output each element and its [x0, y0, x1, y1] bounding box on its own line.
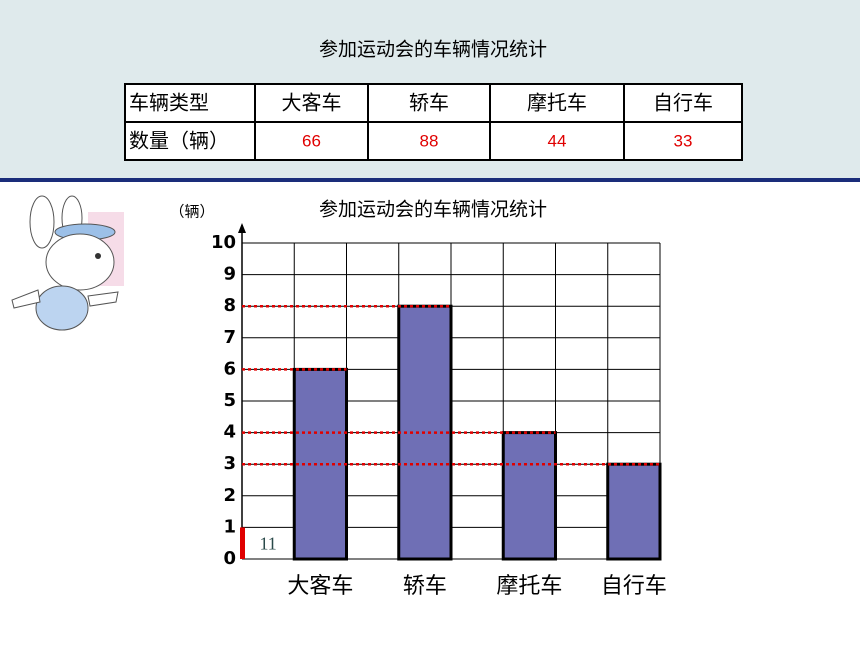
rabbit	[11, 195, 124, 331]
bar	[501, 431, 557, 561]
table-cell: 车辆类型	[129, 91, 209, 115]
y-axis-label: （辆）	[169, 203, 214, 221]
x-tick-label: 大客车	[287, 574, 353, 599]
y-tick-label: 10	[211, 232, 236, 253]
x-tick-label: 轿车	[403, 574, 447, 599]
table-cell: 大客车	[282, 91, 342, 115]
y-tick-label: 2	[223, 485, 236, 506]
y-axis-arrow	[238, 223, 246, 233]
table-cell: 数量（辆）	[129, 129, 229, 153]
chart-title: 参加运动会的车辆情况统计	[319, 199, 547, 221]
y-tick-label: 6	[223, 358, 236, 379]
table-cell: 轿车	[409, 91, 449, 115]
divider	[0, 178, 860, 182]
y-tick-label: 7	[223, 327, 236, 348]
table-title: 参加运动会的车辆情况统计	[319, 39, 547, 61]
x-tick-label: 自行车	[601, 574, 667, 599]
chart: 0 1 2 3 4 5 6 7 8 9 10 11 大客车 轿车 摩托车 自行车	[211, 223, 667, 599]
y-tick-label: 8	[223, 295, 236, 316]
table-cell: 自行车	[653, 91, 713, 115]
table-cell: 88	[420, 131, 439, 150]
table-cell: 摩托车	[527, 91, 587, 115]
table-cell: 33	[674, 131, 693, 150]
table-cell: 66	[302, 131, 321, 150]
unit-marker	[240, 527, 245, 559]
table-cell: 44	[548, 131, 567, 150]
y-tick-label: 0	[223, 548, 236, 569]
x-tick-label: 摩托车	[496, 574, 562, 599]
y-tick-label: 5	[223, 390, 236, 411]
y-tick-label: 3	[223, 453, 236, 474]
bar	[606, 462, 662, 561]
y-tick-label: 9	[223, 264, 236, 285]
y-tick-label: 1	[223, 516, 236, 537]
unit-label: 11	[259, 533, 276, 553]
y-tick-label: 4	[223, 422, 236, 443]
